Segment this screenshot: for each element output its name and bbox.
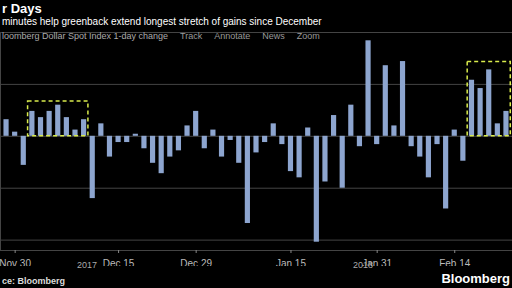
html-text:Annotate: Annotate bbox=[214, 31, 251, 41]
html-text:2017: 2017 bbox=[77, 260, 97, 270]
html-text:ce: Bloomberg: ce: Bloomberg bbox=[2, 276, 65, 286]
html-text:Bloomberg: Bloomberg bbox=[441, 271, 510, 286]
html-text:minutes help greenback extend: minutes help greenback extend longest st… bbox=[2, 16, 322, 27]
svg-text:Nov 30: Nov 30 bbox=[0, 258, 31, 266]
svg-text:Dec 29: Dec 29 bbox=[180, 258, 212, 266]
html-text:r Days: r Days bbox=[2, 1, 42, 16]
svg-text:Jan 15: Jan 15 bbox=[276, 258, 306, 266]
svg-text:Dec 15: Dec 15 bbox=[103, 258, 135, 266]
html-text:Track: Track bbox=[180, 31, 203, 41]
html-text:Zoom: Zoom bbox=[296, 31, 320, 41]
svg-text:Feb 14: Feb 14 bbox=[439, 258, 471, 266]
html-text:loomberg Dollar Spot Index 1-d: loomberg Dollar Spot Index 1-day change bbox=[2, 31, 169, 41]
html-text:2018: 2018 bbox=[353, 260, 373, 270]
html-text:News: News bbox=[262, 31, 285, 41]
